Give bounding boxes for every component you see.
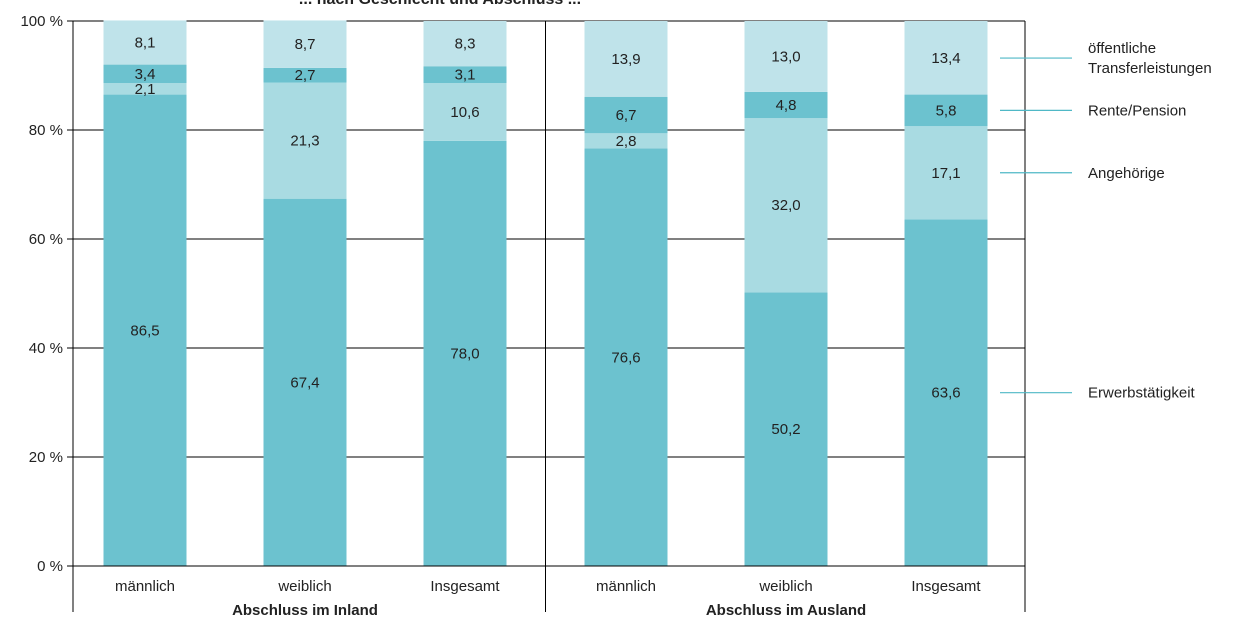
data-label: 67,4 [290, 374, 319, 391]
chart-title-partial: ... nach Geschlecht und Abschluss ... [299, 0, 581, 8]
data-label: 3,1 [455, 67, 476, 84]
bar-3-segment-1 [423, 140, 507, 566]
legend-label-1-line-2: Transferleistungen [1088, 60, 1212, 77]
data-label: 2,1 [135, 81, 156, 98]
data-label: 86,5 [130, 322, 159, 339]
data-label: 2,7 [295, 67, 316, 84]
bar-4-segment-1 [584, 148, 668, 566]
bar-5-segment-1 [744, 292, 828, 566]
x-group-label-1: Abschluss im Inland [232, 602, 378, 619]
grid-lines [73, 20, 1025, 567]
x-group-label-2: Abschluss im Ausland [706, 602, 866, 619]
legend-label-4-line-1: Erwerbstätigkeit [1088, 385, 1196, 402]
bar-1-segment-1 [103, 94, 187, 566]
axes: 0 % 20 % 40 % 60 % 80 % 100 % männlich weiblich… [20, 13, 1026, 619]
bar-4-segment-3 [584, 96, 668, 134]
bar-1-segment-3 [103, 64, 187, 84]
data-label: 21,3 [290, 133, 319, 150]
y-tick-label-40: 40 % [29, 340, 63, 357]
data-label: 8,1 [135, 35, 156, 52]
data-label: 2,8 [616, 133, 637, 150]
bar-6-segment-4 [904, 21, 988, 95]
y-tick-label-100: 100 % [20, 13, 63, 30]
bar-1-segment-4 [103, 20, 187, 65]
bar-2-segment-3 [263, 67, 347, 83]
x-category-label: weiblich [277, 578, 331, 595]
y-tick-label-20: 20 % [29, 449, 63, 466]
y-tick-label-60: 60 % [29, 231, 63, 248]
legend-label-3-line-1: Angehörige [1088, 165, 1165, 182]
data-label: 50,2 [771, 421, 800, 438]
data-label: 8,3 [455, 36, 476, 53]
legend: öffentliche Transferleistungen Rente/Pensi… [1000, 40, 1212, 402]
data-label: 3,4 [135, 66, 156, 83]
y-tick-label-0: 0 % [37, 558, 63, 575]
x-category-label: weiblich [758, 578, 812, 595]
x-category-label: Insgesamt [430, 578, 500, 595]
data-label: 17,1 [931, 165, 960, 182]
bar-3-segment-4 [423, 21, 507, 67]
bar-5-segment-4 [744, 21, 828, 92]
bar-6-segment-2 [904, 126, 988, 220]
data-label: 10,6 [450, 104, 479, 121]
data-label: 76,6 [611, 349, 640, 366]
bar-2-segment-4 [263, 20, 347, 68]
bar-2-segment-2 [263, 82, 347, 199]
bar-2-segment-1 [263, 198, 347, 567]
bar-3-segment-3 [423, 66, 507, 84]
data-label: 13,9 [611, 51, 640, 68]
bar-6-segment-1 [904, 219, 988, 566]
bar-4-segment-2 [584, 133, 668, 149]
data-label: 4,8 [776, 97, 797, 114]
bar-5-segment-2 [744, 118, 828, 293]
data-label: 8,7 [295, 36, 316, 53]
data-label: 63,6 [931, 385, 960, 402]
data-label: 13,4 [931, 50, 960, 67]
data-label: 32,0 [771, 197, 800, 214]
y-tick-label-80: 80 % [29, 122, 63, 139]
bar-5-segment-3 [744, 91, 828, 119]
bar-1-segment-2 [103, 83, 187, 95]
legend-label-2-line-1: Rente/Pension [1088, 102, 1186, 119]
x-category-label: Insgesamt [911, 578, 981, 595]
data-label: 5,8 [936, 102, 957, 119]
bar-3-segment-2 [423, 83, 507, 141]
x-category-label: männlich [115, 578, 175, 595]
data-label: 13,0 [771, 48, 800, 65]
data-label: 78,0 [450, 345, 479, 362]
legend-label-1-line-1: öffentliche [1088, 40, 1156, 57]
bar-6-segment-3 [904, 94, 988, 127]
x-category-label: männlich [596, 578, 656, 595]
data-label: 6,7 [616, 107, 637, 124]
bars: 86,5 2,13,4 8,1 67,4 21,3 2,7 8,7 78,0 10,6 3,1 8,… [103, 20, 988, 567]
bar-4-segment-4 [584, 21, 668, 97]
